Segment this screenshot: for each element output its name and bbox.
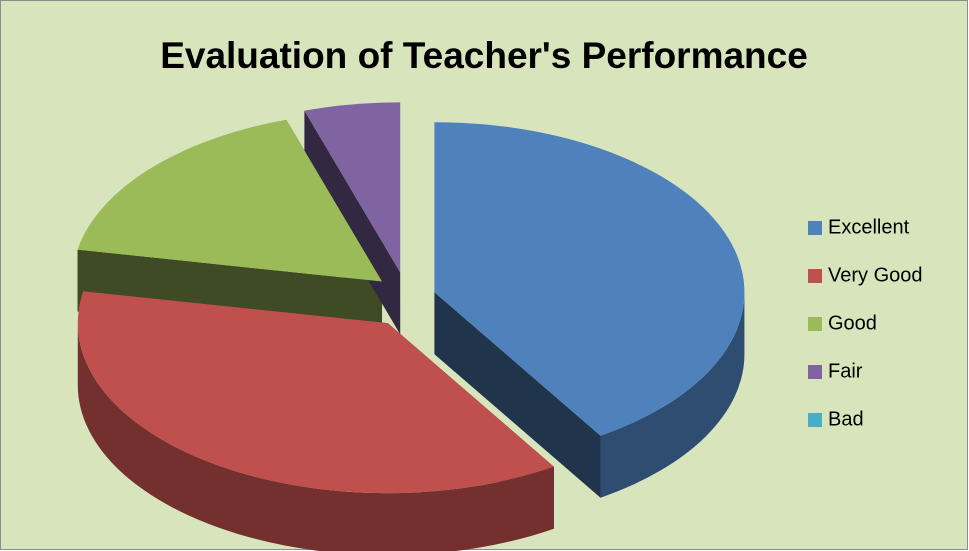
pie-slice bbox=[434, 122, 745, 436]
legend: Excellent Very Good Good Fair Bad bbox=[808, 216, 923, 430]
legend-swatch bbox=[808, 365, 822, 379]
legend-label: Very Good bbox=[828, 264, 923, 286]
slice-side bbox=[434, 292, 601, 498]
legend-label: Excellent bbox=[828, 216, 910, 238]
pie-slice bbox=[304, 102, 401, 273]
pie-slice bbox=[77, 119, 383, 282]
legend-label: Bad bbox=[828, 408, 864, 430]
slice-wall bbox=[77, 323, 554, 551]
legend-swatch bbox=[808, 221, 822, 235]
pie-tops bbox=[77, 102, 745, 494]
legend-swatch bbox=[808, 413, 822, 427]
pie-slice bbox=[77, 291, 554, 494]
legend-label: Fair bbox=[828, 360, 863, 382]
pie-walls bbox=[77, 292, 745, 551]
legend-swatch bbox=[808, 317, 822, 331]
slice-wall bbox=[600, 292, 745, 498]
legend-label: Good bbox=[828, 312, 877, 334]
legend-swatch bbox=[808, 269, 822, 283]
chart-title: Evaluation of Teacher's Performance bbox=[160, 35, 808, 76]
